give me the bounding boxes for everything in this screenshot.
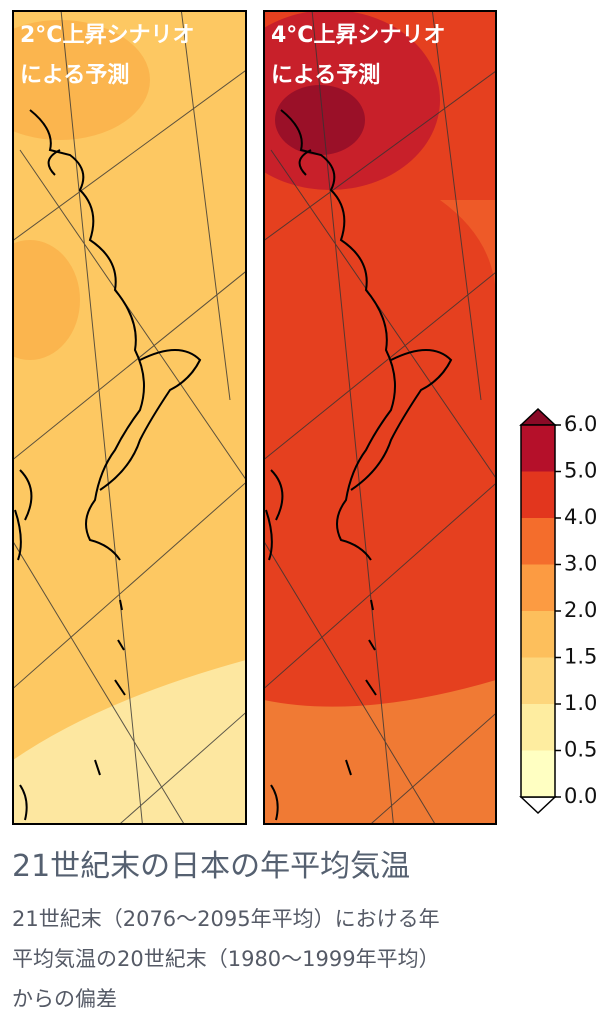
panel-title: 4°C上昇シナリオ [271, 23, 445, 48]
colorbar-bin [521, 564, 555, 611]
colorbar-tick-label: 0.5 [564, 738, 597, 762]
colorbar-bin [521, 657, 555, 704]
colorbar-bin [521, 471, 555, 518]
colorbar-tick-label: 2.0 [564, 598, 597, 622]
panel-title: 2°C上昇シナリオ [20, 23, 194, 48]
caption-line: 平均気温の20世紀末（1980～1999年平均） [12, 947, 440, 971]
colorbar-bin [521, 425, 555, 472]
colorbar-under [519, 796, 557, 815]
colorbar: 0.0 0.5 1.0 1.5 2.0 3.0 4.0 5.0 6.0 [519, 407, 597, 815]
colorbar-tick-label: 3.0 [564, 552, 597, 576]
panel-title: による予測 [20, 63, 129, 88]
caption-line: 21世紀末（2076～2095年平均）における年 [12, 907, 440, 931]
colorbar-tick-label: 5.0 [564, 459, 597, 483]
colorbar-bin [521, 750, 555, 797]
colorbar-tick-label: 0.0 [564, 784, 597, 808]
colorbar-tick-label: 1.0 [564, 691, 597, 715]
colorbar-bin [521, 611, 555, 658]
panel-title: による予測 [271, 63, 380, 88]
colorbar-bin [521, 518, 555, 565]
map-2c [13, 11, 246, 824]
colorbar-over [519, 407, 557, 426]
map-4c [264, 11, 496, 824]
caption: 21世紀末の日本の年平均気温 21世紀末（2076～2095年平均）における年平均… [12, 849, 440, 1011]
caption-line: からの偏差 [12, 987, 117, 1011]
caption-title: 21世紀末の日本の年平均気温 [12, 849, 410, 884]
colorbar-tick-label: 4.0 [564, 505, 597, 529]
colorbar-bin [521, 704, 555, 751]
colorbar-tick-label: 6.0 [564, 412, 597, 436]
colorbar-tick-label: 1.5 [564, 645, 597, 669]
